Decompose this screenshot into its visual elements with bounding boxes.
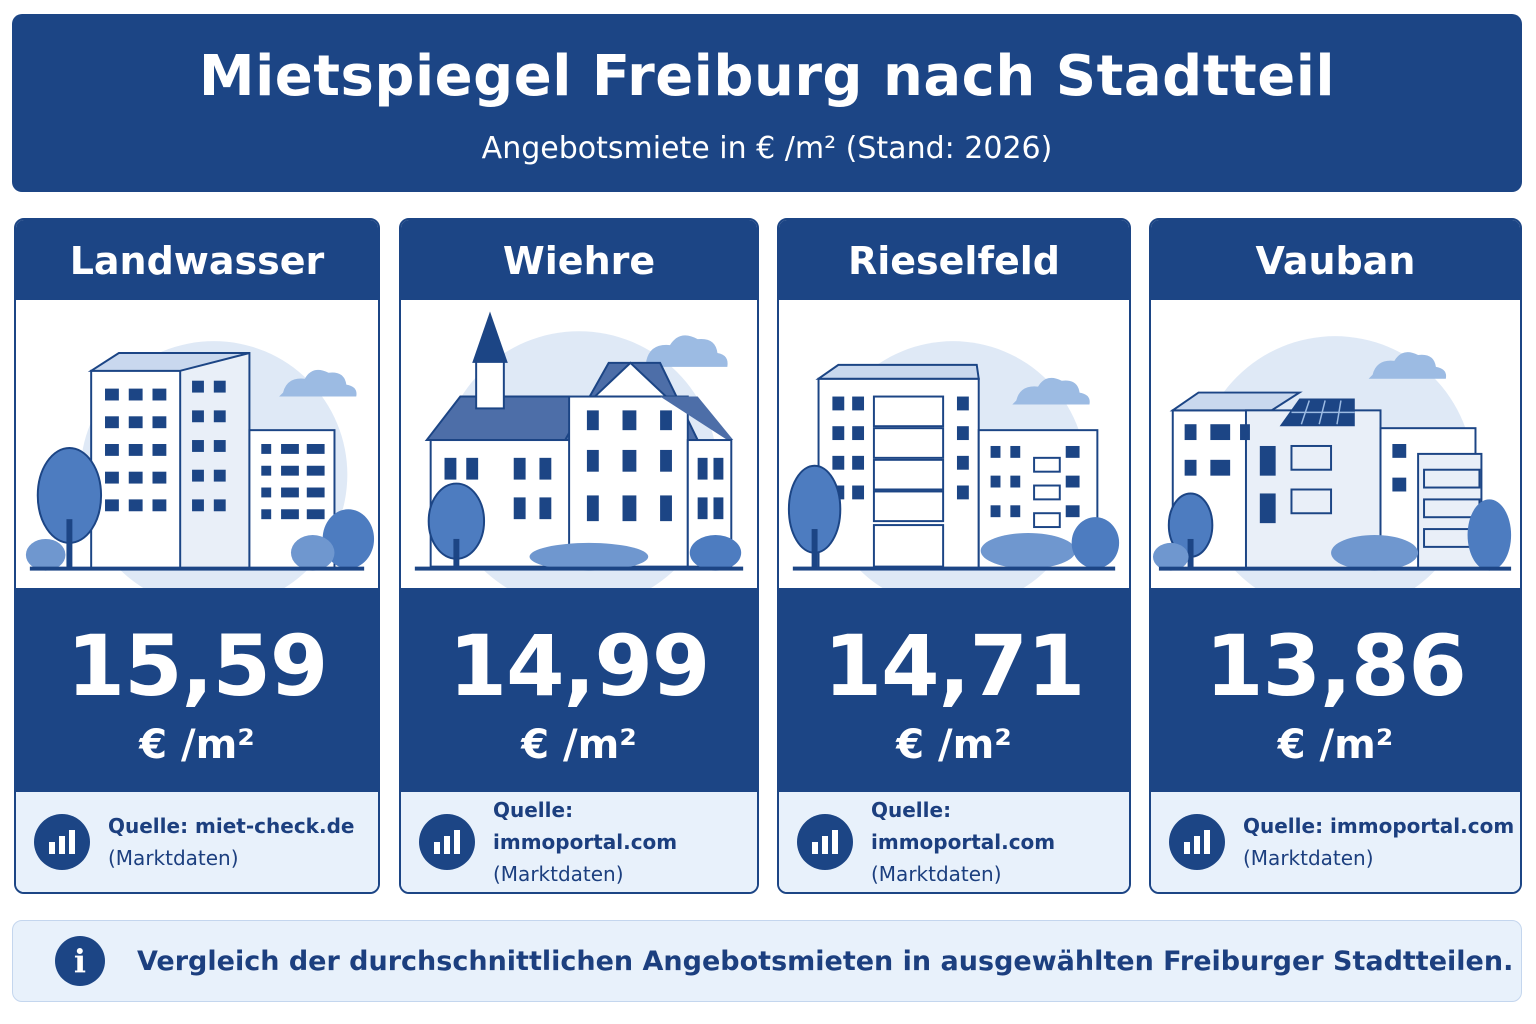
footer-text: Vergleich der durchschnittlichen Angebot… (137, 945, 1514, 977)
source-label: Quelle: miet-check.de (108, 814, 355, 838)
source-box: Quelle: immoportal.com (Marktdaten) (1151, 792, 1520, 892)
footer-note: i Vergleich der durchschnittlichen Angeb… (12, 920, 1522, 1002)
source-label: Quelle: immoportal.com (493, 798, 678, 854)
source-box: Quelle: immoportal.com (Marktdaten) (779, 792, 1129, 892)
district-card-rieselfeld: Rieselfeld (777, 218, 1131, 894)
source-label: Quelle: immoportal.com (871, 798, 1056, 854)
source-label: Quelle: immoportal.com (1243, 814, 1515, 838)
eco-housing-illustration (1151, 300, 1520, 588)
price-unit: € /m² (139, 722, 255, 768)
bar-chart-icon (34, 814, 90, 870)
price-box: 15,59 € /m² (16, 588, 378, 792)
info-icon: i (55, 936, 105, 986)
price-value: 14,99 (448, 617, 711, 715)
source-note: (Marktdaten) (871, 862, 1002, 886)
district-name: Wiehre (401, 220, 757, 300)
price-value: 14,71 (823, 617, 1086, 715)
price-unit: € /m² (521, 722, 637, 768)
price-unit: € /m² (1277, 722, 1394, 768)
price-box: 14,99 € /m² (401, 588, 757, 792)
bar-chart-icon (1169, 814, 1225, 870)
price-box: 14,71 € /m² (779, 588, 1129, 792)
price-value: 15,59 (66, 617, 329, 715)
modern-apartments-illustration (779, 300, 1129, 588)
bar-chart-icon (419, 814, 475, 870)
district-card-wiehre: Wiehre (399, 218, 759, 894)
source-box: Quelle: immoportal.com (Marktdaten) (401, 792, 757, 892)
historic-villa-illustration (401, 300, 757, 588)
header-banner: Mietspiegel Freiburg nach Stadtteil Ange… (12, 14, 1522, 192)
page-title: Mietspiegel Freiburg nach Stadtteil (198, 44, 1336, 109)
district-name: Rieselfeld (779, 220, 1129, 300)
district-name: Landwasser (16, 220, 378, 300)
district-card-landwasser: Landwasser (14, 218, 380, 894)
price-value: 13,86 (1205, 617, 1467, 715)
source-note: (Marktdaten) (1243, 846, 1374, 870)
apartment-blocks-illustration (16, 300, 378, 588)
district-name: Vauban (1151, 220, 1520, 300)
source-box: Quelle: miet-check.de (Marktdaten) (16, 792, 378, 892)
page-subtitle: Angebotsmiete in € /m² (Stand: 2026) (481, 131, 1053, 166)
district-card-vauban: Vauban (1149, 218, 1522, 894)
price-box: 13,86 € /m² (1151, 588, 1520, 792)
source-note: (Marktdaten) (493, 862, 624, 886)
price-unit: € /m² (896, 722, 1012, 768)
bar-chart-icon (797, 814, 853, 870)
source-note: (Marktdaten) (108, 846, 239, 870)
